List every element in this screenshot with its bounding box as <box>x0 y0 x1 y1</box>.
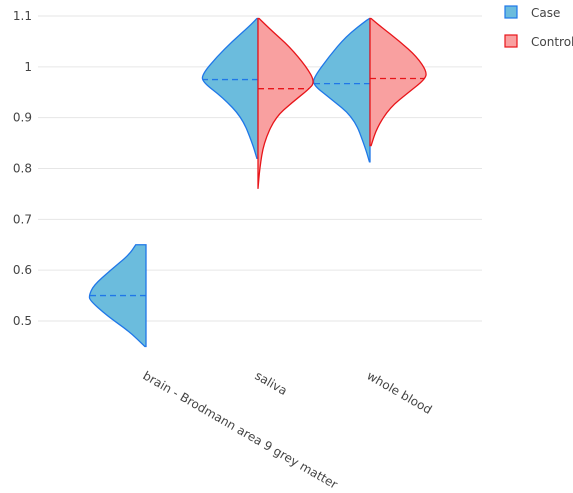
y-tick-label: 0.7 <box>13 212 32 226</box>
legend: Case Control <box>504 5 573 49</box>
x-tick-label: saliva <box>253 368 290 397</box>
legend-swatch-case[interactable] <box>504 5 518 19</box>
violins <box>88 17 427 348</box>
x-axis: brain - Brodmann area 9 grey mattersaliv… <box>141 368 435 491</box>
y-tick-label: 0.9 <box>13 111 32 125</box>
legend-swatch-control[interactable] <box>504 34 518 48</box>
violin-case-0[interactable] <box>88 244 147 348</box>
legend-label-case[interactable]: Case <box>531 6 560 20</box>
legend-label-control[interactable]: Control <box>531 35 573 49</box>
violin-case-1[interactable] <box>201 17 259 159</box>
y-tick-label: 0.6 <box>13 263 32 277</box>
violin-case-2[interactable] <box>312 17 371 163</box>
violin-control-1[interactable] <box>257 17 314 189</box>
y-tick-label: 1.1 <box>13 9 32 23</box>
y-tick-label: 1 <box>24 60 32 74</box>
y-tick-label: 0.5 <box>13 314 32 328</box>
y-axis: 0.5 0.6 0.7 0.8 0.9 1 1.1 <box>13 9 32 328</box>
x-tick-label: whole blood <box>365 368 435 416</box>
violin-control-2[interactable] <box>369 17 427 147</box>
x-tick-label: brain - Brodmann area 9 grey matter <box>141 368 340 491</box>
y-tick-label: 0.8 <box>13 162 32 176</box>
